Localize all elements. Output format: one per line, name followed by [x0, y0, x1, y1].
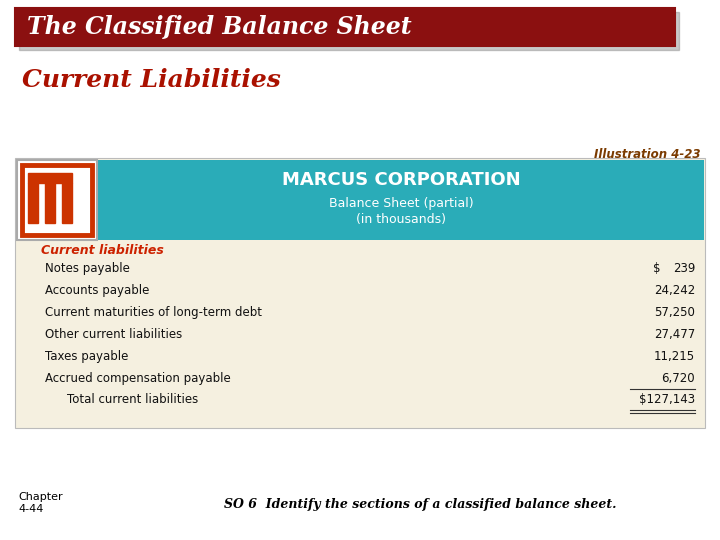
Bar [17, 160, 97, 240]
Bar [45, 183, 55, 223]
Text: Chapter: Chapter [18, 492, 63, 502]
Text: 24,242: 24,242 [654, 284, 695, 297]
Text: 11,215: 11,215 [654, 350, 695, 363]
Bar [15, 158, 705, 428]
Bar [15, 8, 675, 46]
Text: $127,143: $127,143 [639, 393, 695, 406]
Text: Current Liabilities: Current Liabilities [22, 68, 281, 92]
Text: Taxes payable: Taxes payable [45, 350, 128, 363]
Text: Total current liabilities: Total current liabilities [67, 393, 198, 406]
Text: SO 6  Identify the sections of a classified balance sheet.: SO 6 Identify the sections of a classifi… [224, 498, 616, 511]
Bar [28, 173, 72, 183]
Text: (in thousands): (in thousands) [356, 213, 446, 226]
Text: Notes payable: Notes payable [45, 262, 130, 275]
Text: 4-44: 4-44 [18, 504, 43, 514]
Text: Accrued compensation payable: Accrued compensation payable [45, 372, 230, 385]
Text: MARCUS CORPORATION: MARCUS CORPORATION [282, 171, 521, 189]
Text: Other current liabilities: Other current liabilities [45, 328, 182, 341]
Bar [28, 183, 38, 223]
Text: 57,250: 57,250 [654, 306, 695, 319]
Text: Illustration 4-23: Illustration 4-23 [593, 148, 700, 161]
Bar [22, 165, 92, 235]
Text: The Classified Balance Sheet: The Classified Balance Sheet [27, 15, 412, 39]
Bar [19, 12, 679, 50]
Bar [98, 160, 704, 240]
Text: $: $ [653, 262, 660, 275]
Bar [62, 183, 72, 223]
Text: 6,720: 6,720 [662, 372, 695, 385]
Text: Balance Sheet (partial): Balance Sheet (partial) [329, 198, 473, 211]
Text: 239: 239 [672, 262, 695, 275]
Text: Current liabilities: Current liabilities [41, 244, 164, 257]
Text: 27,477: 27,477 [654, 328, 695, 341]
Text: Accounts payable: Accounts payable [45, 284, 149, 297]
Text: Current maturities of long-term debt: Current maturities of long-term debt [45, 306, 262, 319]
